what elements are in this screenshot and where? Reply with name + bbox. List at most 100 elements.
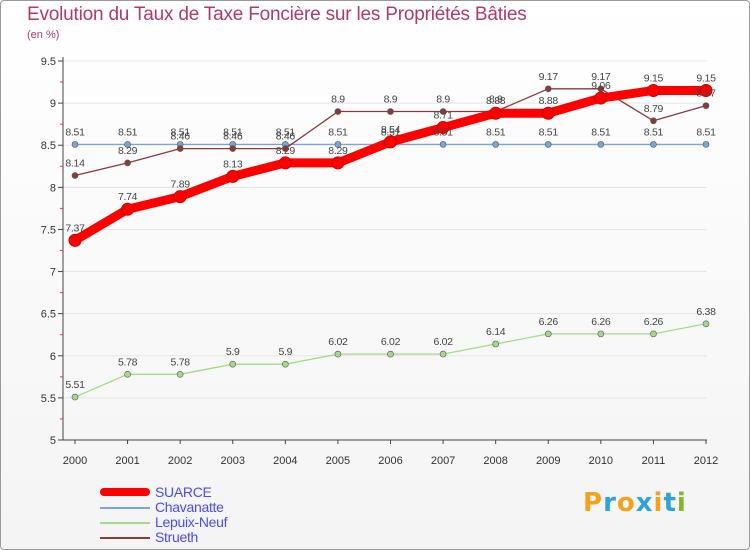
y-tick-label: 8 (50, 182, 56, 194)
data-label-strueth: 8.9 (331, 94, 345, 106)
data-label-suarce: 9.15 (644, 72, 664, 84)
data-point-suarce (699, 83, 713, 97)
data-label-lepuix-neuf: 6.26 (591, 316, 611, 328)
data-label-lepuix-neuf: 6.02 (433, 336, 453, 348)
data-label-chavanatte: 8.51 (171, 126, 191, 138)
data-point-chavanatte (492, 141, 499, 148)
data-label-chavanatte: 8.51 (381, 126, 401, 138)
logo-letter: t (663, 488, 677, 518)
data-point-lepuix-neuf (650, 330, 657, 338)
data-label-lepuix-neuf: 6.26 (539, 316, 559, 328)
logo-letter: i (653, 488, 664, 518)
data-label-chavanatte: 8.51 (65, 126, 85, 138)
data-label-strueth: 8.9 (384, 94, 398, 106)
data-label-chavanatte: 8.51 (118, 126, 138, 138)
data-label-suarce: 9.06 (591, 80, 611, 92)
data-point-lepuix-neuf (282, 360, 289, 368)
data-label-suarce: 8.54 (381, 124, 401, 136)
data-label-chavanatte: 8.51 (591, 126, 611, 138)
data-label-suarce: 9.15 (696, 72, 716, 84)
data-point-suarce (646, 83, 660, 97)
data-label-lepuix-neuf: 6.38 (696, 306, 716, 318)
data-label-lepuix-neuf: 5.78 (171, 356, 191, 368)
data-point-lepuix-neuf (334, 350, 342, 358)
data-label-strueth: 8.46 (276, 131, 296, 143)
data-point-lepuix-neuf (597, 330, 605, 338)
data-label-strueth: 8.79 (644, 103, 664, 115)
y-tick-label: 9.5 (41, 56, 56, 68)
data-label-lepuix-neuf: 5.51 (65, 379, 85, 391)
logo-letter: r (603, 488, 617, 518)
data-label-suarce: 8.88 (539, 95, 559, 107)
data-point-suarce (436, 121, 450, 135)
data-point-strueth (176, 145, 184, 152)
x-tick-label: 2003 (221, 455, 245, 467)
y-axis-unit-label: (en %) (27, 29, 60, 41)
data-point-lepuix-neuf (229, 360, 237, 368)
data-label-chavanatte: 8.51 (328, 126, 348, 138)
data-label-suarce: 8.29 (328, 145, 348, 157)
legend-label-strueth: Strueth (155, 529, 199, 545)
data-label-lepuix-neuf: 5.78 (118, 356, 138, 368)
x-tick-label: 2012 (694, 455, 718, 467)
x-tick-label: 2000 (63, 455, 87, 467)
data-label-lepuix-neuf: 6.02 (328, 336, 348, 348)
data-label-strueth: 9.17 (591, 71, 611, 83)
data-label-strueth: 8.97 (696, 88, 716, 100)
data-label-chavanatte: 8.51 (696, 126, 716, 138)
y-tick-label: 6.5 (41, 309, 56, 321)
data-label-lepuix-neuf: 6.14 (486, 326, 506, 338)
data-label-suarce: 8.29 (276, 145, 296, 157)
x-tick-label: 2010 (589, 455, 613, 467)
legend-label-chavanatte: Chavanatte (155, 499, 224, 515)
y-tick-label: 6 (50, 351, 56, 363)
x-tick-label: 2002 (168, 455, 192, 467)
data-label-chavanatte: 8.51 (644, 126, 664, 138)
data-point-chavanatte (71, 141, 79, 148)
data-point-strueth (544, 85, 552, 93)
data-label-strueth: 8.29 (118, 145, 138, 157)
data-label-chavanatte: 8.51 (223, 126, 243, 138)
data-point-chavanatte (702, 141, 710, 148)
data-point-lepuix-neuf (544, 330, 552, 338)
data-point-chavanatte (544, 141, 552, 148)
data-label-chavanatte: 8.51 (486, 126, 506, 138)
y-tick-label: 5.5 (41, 393, 56, 405)
data-point-chavanatte (334, 141, 342, 148)
data-label-strueth: 9.17 (539, 71, 559, 83)
data-point-strueth (387, 108, 394, 115)
data-point-suarce (489, 106, 503, 120)
y-tick-label: 9 (50, 98, 56, 110)
data-point-chavanatte (124, 141, 131, 148)
data-label-suarce: 7.74 (118, 191, 138, 203)
data-point-suarce (594, 91, 608, 105)
data-point-chavanatte (597, 141, 605, 148)
data-label-chavanatte: 8.51 (276, 126, 296, 138)
y-tick-label: 5 (50, 435, 56, 447)
proxiti-logo: Proxiti (583, 488, 687, 518)
y-tick-label: 7 (50, 267, 56, 279)
data-point-strueth (229, 145, 237, 152)
legend-swatch-suarce (100, 488, 150, 496)
x-tick-label: 2007 (431, 455, 455, 467)
x-tick-label: 2006 (378, 455, 402, 467)
data-label-strueth: 8.46 (223, 131, 243, 143)
data-point-lepuix-neuf (439, 350, 447, 358)
data-point-suarce (331, 156, 345, 170)
data-point-strueth (439, 108, 447, 115)
data-label-lepuix-neuf: 5.9 (278, 346, 292, 358)
legend-label-suarce: SUARCE (155, 484, 212, 500)
data-label-lepuix-neuf: 6.26 (644, 316, 664, 328)
data-point-strueth (282, 145, 289, 152)
data-point-suarce (226, 169, 240, 183)
legend-swatch-chavanatte (100, 507, 150, 509)
data-point-strueth (71, 172, 79, 179)
legend-label-lepuix-neuf: Lepuix-Neuf (155, 514, 228, 530)
data-label-suarce: 8.88 (486, 95, 506, 107)
y-tick-label: 8.5 (41, 140, 56, 152)
data-point-suarce (68, 233, 82, 247)
chart-title: Evolution du Taux de Taxe Foncière sur l… (27, 4, 527, 25)
data-label-lepuix-neuf: 6.02 (381, 336, 401, 348)
data-point-chavanatte (439, 141, 447, 148)
